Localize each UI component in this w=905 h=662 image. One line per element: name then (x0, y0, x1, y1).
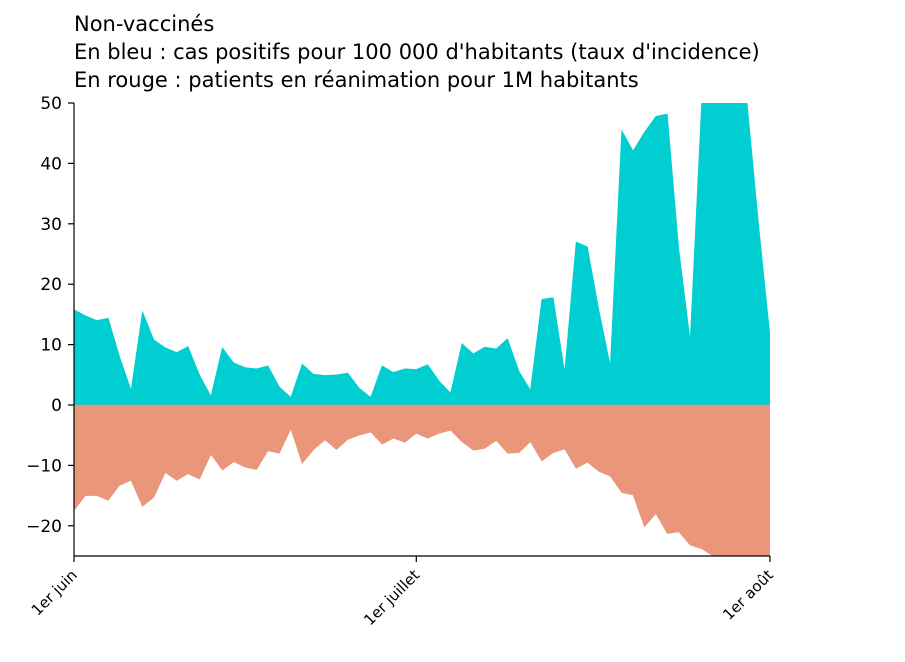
y-tick-label: 0 (51, 396, 62, 416)
y-tick-label: −10 (26, 456, 62, 476)
y-tick-label: 20 (40, 275, 62, 295)
y-tick-label: −20 (26, 517, 62, 537)
x-tick-label: 1er juin (28, 566, 81, 619)
y-tick-label: 40 (40, 154, 62, 174)
y-tick-label: 50 (40, 94, 62, 114)
series-area-icu-patients (74, 405, 770, 556)
y-tick-label: 30 (40, 215, 62, 235)
x-tick-label: 1er août (719, 566, 777, 624)
y-tick-label: 10 (40, 336, 62, 356)
chart-areas (74, 103, 770, 556)
series-area-positive-cases (74, 103, 770, 405)
x-tick-label: 1er juillet (360, 566, 423, 629)
